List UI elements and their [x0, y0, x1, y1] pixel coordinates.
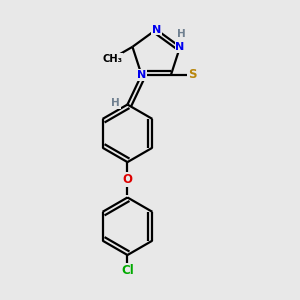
Text: N: N	[137, 70, 146, 80]
Text: CH₃: CH₃	[102, 54, 122, 64]
Text: N: N	[152, 25, 161, 34]
Text: O: O	[122, 173, 133, 186]
Text: Cl: Cl	[121, 264, 134, 277]
Text: N: N	[176, 42, 185, 52]
Text: S: S	[188, 68, 196, 81]
Text: H: H	[111, 98, 120, 108]
Text: H: H	[177, 29, 186, 39]
